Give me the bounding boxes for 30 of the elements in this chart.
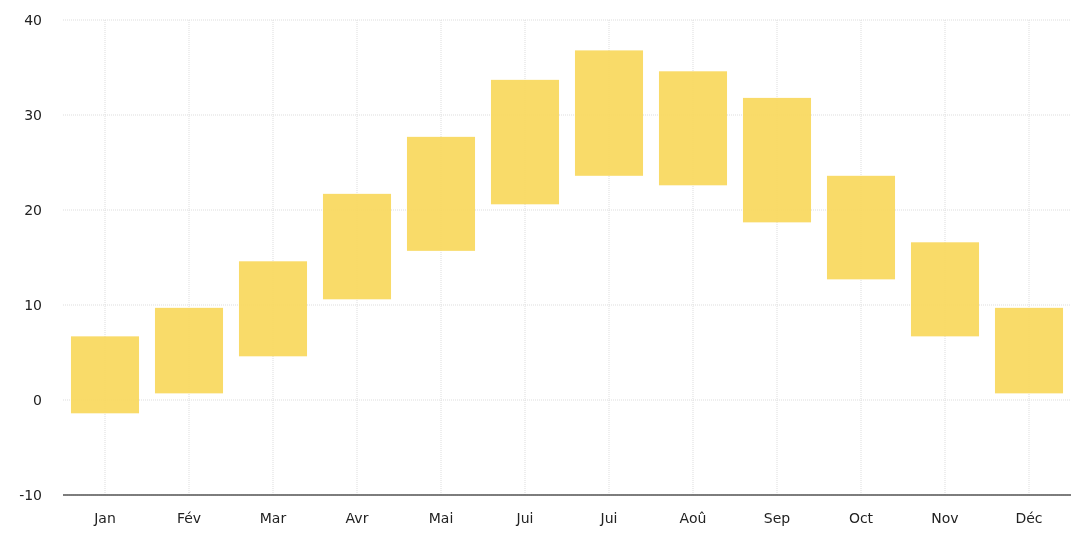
bar: [322, 193, 392, 300]
x-tick-label: Nov: [931, 510, 959, 526]
x-tick-label: Déc: [1015, 510, 1043, 526]
x-tick-label: Fév: [176, 510, 202, 526]
bar: [154, 307, 224, 394]
bar: [70, 336, 140, 414]
y-tick-label: -10: [19, 486, 42, 503]
x-tick-label: Avr: [345, 510, 369, 526]
bar: [238, 261, 308, 357]
y-tick-label: 0: [33, 391, 42, 408]
x-tick-label: Mar: [259, 510, 287, 526]
x-tick-label: Sep: [763, 510, 791, 526]
x-tick-label: Jui: [515, 510, 534, 526]
x-tick-label: Jan: [93, 510, 116, 526]
y-tick-label: 20: [24, 201, 42, 218]
x-tick-label: Oct: [848, 510, 874, 526]
y-tick-label: 10: [24, 296, 42, 313]
bar: [826, 175, 896, 280]
bar: [490, 79, 560, 205]
bar: [406, 136, 476, 251]
x-tick-label: Aoû: [679, 510, 707, 526]
bar: [742, 97, 812, 223]
x-tick-label: Mai: [428, 510, 454, 526]
bar: [994, 307, 1064, 394]
bar: [658, 71, 728, 186]
y-tick-label: 40: [24, 11, 42, 28]
bar: [574, 50, 644, 176]
x-tick-label: Jui: [599, 510, 618, 526]
bar: [910, 242, 980, 337]
y-tick-label: 30: [24, 106, 42, 123]
